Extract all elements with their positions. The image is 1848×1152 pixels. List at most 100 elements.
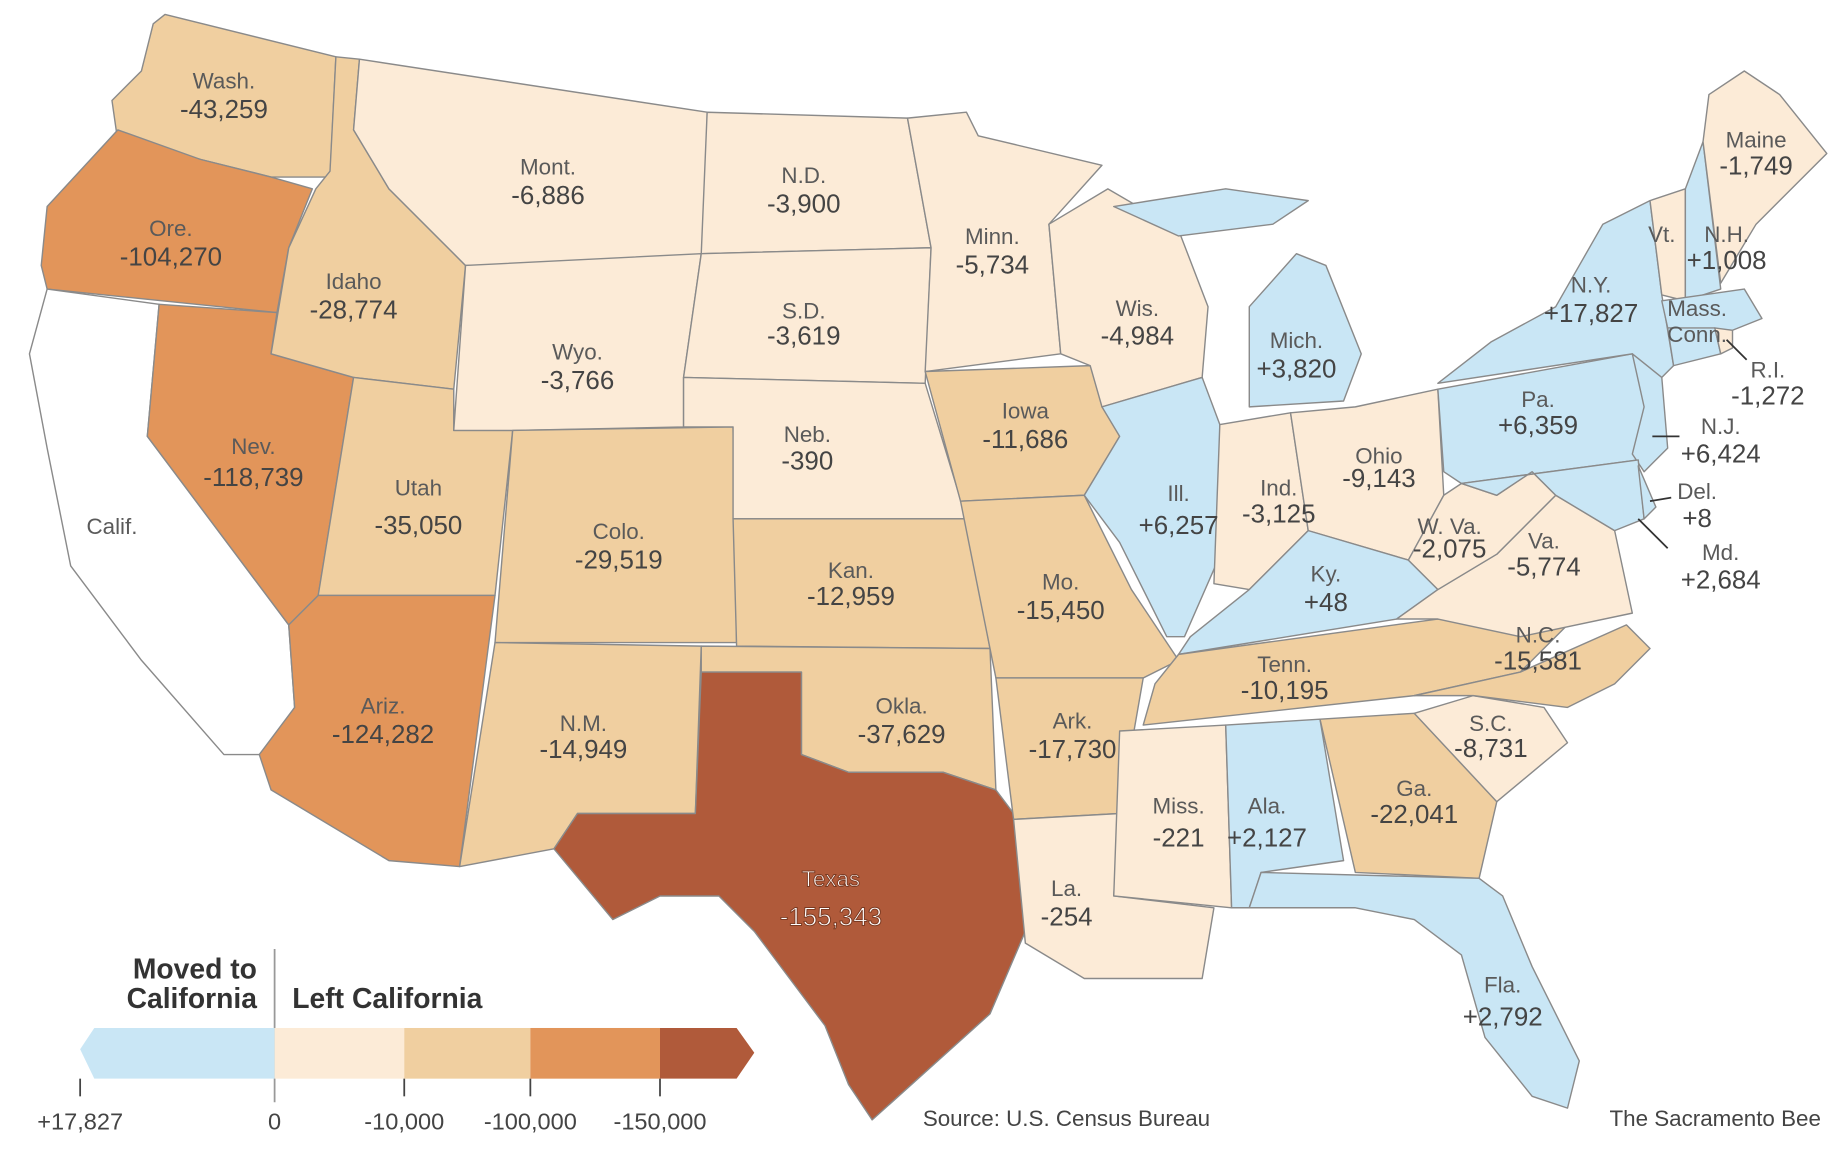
state-value-n-j: +6,424 [1681, 440, 1761, 468]
state-value-iowa: -11,686 [982, 426, 1068, 454]
state-name-ill: Ill. [1167, 481, 1189, 506]
state-name-utah: Utah [395, 475, 442, 500]
state-value-w-va: -2,075 [1413, 536, 1486, 564]
state-name-fla: Fla. [1484, 973, 1521, 998]
state-name-mich: Mich. [1270, 328, 1323, 353]
state-value-tenn: -10,195 [1241, 677, 1329, 705]
legend-left-label: Left California [292, 982, 482, 1014]
state-n-c [1413, 624, 1651, 709]
state-value-texas: -155,343 [780, 903, 882, 931]
state-name-conn: Conn. [1667, 322, 1727, 347]
state-mich [1248, 252, 1362, 408]
state-mass [1661, 288, 1763, 331]
legend-tick-label: 0 [268, 1108, 281, 1134]
state-del [1637, 465, 1657, 520]
state-value-wyo: -3,766 [541, 367, 614, 395]
state-n-h [1684, 140, 1722, 302]
state-name-n-h: N.H. [1704, 222, 1749, 247]
state-value-mich: +3,820 [1256, 355, 1336, 383]
state-n-j [1631, 353, 1669, 473]
state-name-vt: Vt. [1648, 222, 1675, 247]
state-value-n-y: +17,827 [1544, 300, 1638, 328]
legend-swatch-moved [80, 1027, 275, 1079]
legend-tick-label: -10,000 [364, 1108, 444, 1134]
state-value-ohio: -9,143 [1342, 465, 1415, 493]
legend: Moved to California Left California +17,… [37, 949, 755, 1134]
state-value-ala: +2,127 [1227, 824, 1307, 852]
state-value-mont: -6,886 [511, 182, 584, 210]
state-value-neb: -390 [781, 447, 833, 475]
state-texas [553, 671, 1027, 1121]
state-name-w-va: W. Va. [1418, 514, 1482, 539]
state-value-idaho: -28,774 [310, 296, 398, 324]
state-value-nev: -118,739 [203, 464, 303, 492]
state-ill [1083, 376, 1227, 638]
state-value-kan: -12,959 [807, 583, 895, 611]
state-name-n-c: N.C. [1516, 623, 1561, 648]
state-r-i [1714, 327, 1734, 355]
state-name-wyo: Wyo. [552, 340, 603, 365]
state-name-ala: Ala. [1248, 793, 1287, 818]
state-name-minn: Minn. [965, 224, 1020, 249]
states-layer [28, 13, 1828, 1121]
state-name-s-d: S.D. [782, 298, 826, 323]
state-value-pa: +6,359 [1498, 412, 1578, 440]
legend-moved-line2: California [127, 982, 258, 1014]
leader-line-md [1637, 518, 1669, 549]
state-name-texas: Texas [802, 867, 860, 892]
legend-swatch-10000-100000 [404, 1027, 531, 1079]
state-name-n-y: N.Y. [1571, 273, 1612, 298]
state-value-va: -5,774 [1507, 553, 1580, 581]
state-s-c [1413, 694, 1569, 803]
state-name-colo: Colo. [593, 519, 645, 544]
state-name-wis: Wis. [1116, 296, 1159, 321]
state-value-s-c: -8,731 [1454, 735, 1527, 763]
state-name-maine: Maine [1726, 128, 1787, 153]
state-name-nev: Nev. [231, 434, 275, 459]
state-mich [1113, 188, 1309, 237]
state-name-n-d: N.D. [781, 163, 826, 188]
state-name-ga: Ga. [1396, 776, 1432, 801]
state-name-ore: Ore. [149, 216, 193, 241]
state-name-del: Del. [1677, 479, 1717, 504]
leader-line-del [1649, 496, 1672, 503]
state-name-n-m: N.M. [560, 711, 607, 736]
state-value-n-d: -3,900 [767, 190, 840, 218]
state-value-minn: -5,734 [956, 252, 1029, 280]
state-name-mont: Mont. [520, 155, 576, 180]
state-name-miss: Miss. [1152, 793, 1204, 818]
state-value-r-i: -1,272 [1731, 383, 1804, 411]
legend-swatch-gt-150000 [660, 1027, 755, 1079]
state-name-pa: Pa. [1521, 387, 1555, 412]
state-mo [959, 494, 1180, 679]
state-value-n-h: +1,008 [1687, 247, 1767, 275]
state-value-mo: -15,450 [1017, 597, 1105, 625]
state-value-n-c: -15,581 [1494, 648, 1582, 676]
legend-tick-label: -150,000 [613, 1108, 706, 1134]
legend-swatch-100000-150000 [530, 1027, 660, 1079]
state-value-okla: -37,629 [858, 721, 946, 749]
state-value-colo: -29,519 [575, 546, 663, 574]
state-name-mo: Mo. [1042, 570, 1079, 595]
state-name-va: Va. [1528, 528, 1560, 553]
state-name-mass: Mass. [1667, 296, 1727, 321]
legend-swatch-lt-10000 [274, 1027, 405, 1079]
state-value-ariz: -124,282 [332, 721, 434, 749]
state-name-ariz: Ariz. [361, 693, 406, 718]
state-value-wis: -4,984 [1101, 322, 1174, 350]
state-name-kan: Kan. [828, 558, 874, 583]
state-tenn [1142, 618, 1569, 726]
state-value-maine: -1,749 [1719, 153, 1792, 181]
state-value-n-m: -14,949 [539, 736, 627, 764]
state-name-n-j: N.J. [1701, 414, 1741, 439]
state-name-ark: Ark. [1053, 709, 1093, 734]
state-value-ky: +48 [1304, 589, 1348, 617]
state-name-ohio: Ohio [1355, 443, 1402, 468]
leader-line-ri [1725, 339, 1748, 361]
state-name-r-i: R.I. [1750, 357, 1785, 382]
state-value-md: +2,684 [1681, 566, 1761, 594]
labels-layer: Wash.-43,259 Ore.-104,270 Calif. Nev. -118,7… [86, 69, 1804, 1032]
state-name-neb: Neb. [784, 422, 831, 447]
state-name-calif: Calif. [86, 514, 137, 539]
